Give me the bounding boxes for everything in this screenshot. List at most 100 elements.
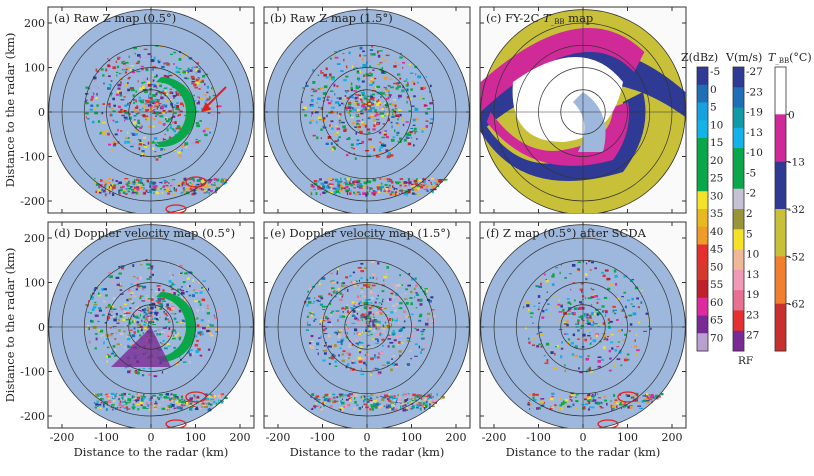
echo-pixel <box>372 313 375 316</box>
echo-pixel <box>112 186 114 188</box>
echo-pixel <box>371 346 375 349</box>
echo-pixel <box>405 288 408 291</box>
echo-pixel <box>376 404 379 407</box>
x-tick-label: 100 <box>401 431 422 444</box>
echo-pixel <box>397 118 399 121</box>
echo-pixel <box>329 184 333 187</box>
echo-pixel <box>379 178 382 180</box>
echo-pixel <box>425 125 429 128</box>
echo-pixel <box>420 87 424 90</box>
echo-pixel <box>96 87 100 89</box>
echo-pixel <box>438 180 442 183</box>
echo-pixel <box>350 146 354 149</box>
echo-pixel <box>337 319 339 322</box>
echo-pixel <box>149 92 151 96</box>
echo-pixel <box>94 287 98 290</box>
colorbar-swatch <box>697 84 708 103</box>
echo-pixel <box>114 360 116 362</box>
echo-pixel <box>110 80 113 82</box>
echo-pixel <box>210 403 213 405</box>
echo-pixel <box>339 400 343 403</box>
echo-pixel <box>120 393 125 397</box>
echo-pixel <box>214 185 217 188</box>
y-tick-label: -100 <box>20 151 45 164</box>
echo-pixel <box>333 310 337 312</box>
echo-pixel <box>99 398 102 401</box>
echo-pixel <box>529 312 534 315</box>
echo-pixel <box>395 181 400 185</box>
echo-pixel <box>181 182 185 185</box>
echo-pixel <box>132 88 135 92</box>
echo-pixel <box>416 137 418 140</box>
echo-pixel <box>113 142 117 146</box>
echo-pixel <box>197 110 200 112</box>
echo-pixel <box>331 281 336 283</box>
colorbar-extra-label: RF <box>738 355 753 367</box>
echo-pixel <box>206 325 210 328</box>
echo-pixel <box>166 396 169 399</box>
echo-pixel <box>355 115 360 118</box>
echo-pixel <box>358 110 363 112</box>
echo-pixel <box>183 298 188 302</box>
echo-pixel <box>161 407 166 410</box>
echo-pixel <box>311 74 314 77</box>
echo-pixel <box>385 135 389 139</box>
echo-pixel <box>331 353 335 356</box>
echo-pixel <box>334 56 339 59</box>
echo-pixel <box>603 346 606 350</box>
echo-pixel <box>572 333 576 337</box>
echo-pixel <box>420 184 423 186</box>
echo-pixel <box>137 394 142 397</box>
echo-pixel <box>144 394 147 397</box>
echo-pixel <box>125 188 128 190</box>
echo-pixel <box>427 393 429 396</box>
echo-pixel <box>109 326 112 329</box>
echo-pixel <box>350 398 352 400</box>
echo-pixel <box>347 314 351 317</box>
echo-pixel <box>131 300 134 303</box>
colorbar-swatch <box>697 173 708 192</box>
echo-pixel <box>159 181 163 184</box>
echo-pixel <box>166 303 169 307</box>
echo-pixel <box>323 344 326 347</box>
echo-pixel <box>132 264 135 267</box>
echo-pixel <box>213 314 215 317</box>
echo-pixel <box>644 398 648 400</box>
echo-pixel <box>380 112 385 115</box>
echo-pixel <box>173 188 176 192</box>
echo-pixel <box>113 318 117 322</box>
echo-pixel <box>158 121 160 124</box>
echo-pixel <box>331 346 335 348</box>
echo-pixel <box>583 406 586 409</box>
echo-pixel <box>556 345 559 348</box>
echo-pixel <box>151 404 154 407</box>
echo-pixel <box>153 79 155 82</box>
echo-pixel <box>430 296 434 299</box>
echo-pixel <box>179 336 182 338</box>
echo-pixel <box>624 356 627 358</box>
echo-pixel <box>403 193 407 196</box>
echo-pixel <box>336 270 338 273</box>
echo-pixel <box>148 182 152 185</box>
echo-pixel <box>361 357 366 360</box>
colorbar-swatch <box>733 310 744 332</box>
echo-pixel <box>196 316 199 319</box>
echo-pixel <box>406 398 409 400</box>
echo-pixel <box>535 285 539 288</box>
echo-pixel <box>187 67 190 70</box>
echo-pixel <box>407 190 411 194</box>
colorbar-frame <box>696 66 709 352</box>
highlight-ellipse <box>617 391 639 403</box>
echo-pixel <box>129 113 131 115</box>
echo-pixel <box>127 82 129 84</box>
echo-pixel <box>386 178 391 181</box>
echo-pixel <box>377 356 380 359</box>
echo-pixel <box>356 295 360 299</box>
echo-pixel <box>559 355 563 359</box>
echo-pixel <box>154 306 157 309</box>
echo-pixel <box>116 283 121 286</box>
echo-pixel <box>423 337 425 339</box>
echo-pixel <box>584 403 588 406</box>
echo-pixel <box>194 290 199 294</box>
echo-pixel <box>132 181 136 183</box>
